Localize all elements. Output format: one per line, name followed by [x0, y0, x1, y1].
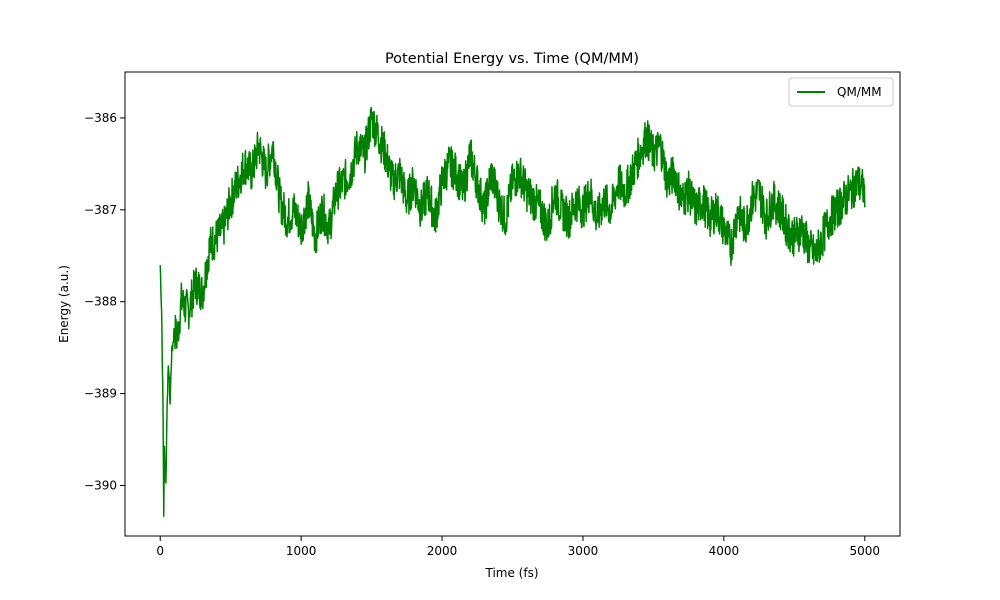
x-tick-label: 4000 — [709, 544, 740, 558]
y-tick-label: −388 — [84, 295, 117, 309]
x-axis-ticks: 0 1000 2000 3000 4000 5000 — [156, 536, 880, 558]
x-tick-label: 3000 — [568, 544, 599, 558]
x-tick-label: 5000 — [849, 544, 880, 558]
legend-box — [788, 77, 894, 107]
x-tick-label: 1000 — [286, 544, 317, 558]
x-tick-label: 2000 — [427, 544, 458, 558]
plot-frame — [124, 71, 901, 537]
y-tick-label: −389 — [84, 387, 117, 401]
chart-title: Potential Energy vs. Time (QM/MM) — [385, 51, 639, 67]
y-axis-ticks: −390 −389 −388 −387 −386 — [84, 111, 125, 492]
plot-area — [159, 106, 866, 517]
x-tick-label: 0 — [156, 544, 164, 558]
y-tick-label: −390 — [84, 478, 117, 492]
y-tick-label: −386 — [84, 111, 117, 125]
legend-entry-qmmm: QM/MM — [837, 85, 882, 99]
y-tick-label: −387 — [84, 203, 117, 217]
legend: QM/MM — [788, 77, 894, 107]
series-line-qmmm — [159, 106, 866, 517]
y-axis-label: Energy (a.u.) — [57, 265, 71, 343]
x-axis-label: Time (fs) — [484, 566, 538, 580]
